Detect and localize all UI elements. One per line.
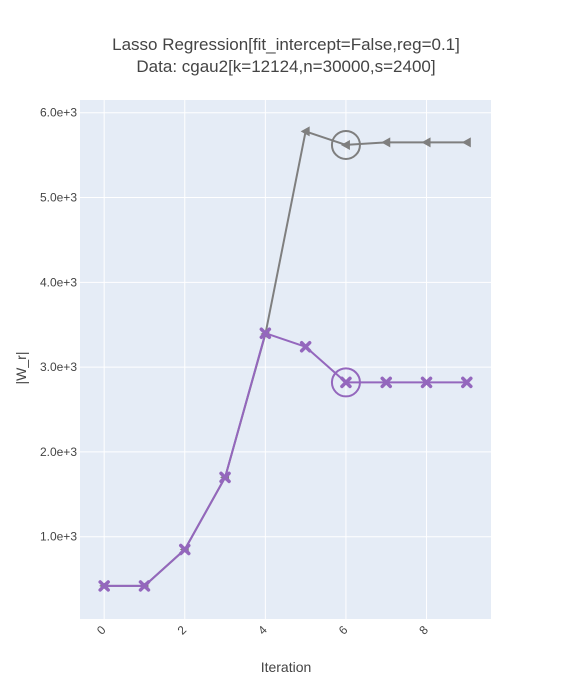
plot-area	[80, 100, 491, 619]
series-0-point-6	[340, 139, 350, 150]
y-tick-label-2: 3.0e+3	[40, 360, 77, 374]
series-1-highlight-circle	[330, 367, 361, 398]
x-tick-label-2: 4	[255, 623, 270, 638]
grid-layer	[80, 100, 491, 619]
y-tick-label-3: 4.0e+3	[40, 275, 77, 289]
x-tick-label-4: 8	[416, 623, 431, 638]
series-1-point-1	[138, 580, 151, 592]
series-layer	[98, 126, 473, 592]
series-1-point-3	[219, 471, 231, 484]
chart-subtitle: Data: cgau2[k=12124,n=30000,s=2400]	[136, 57, 435, 76]
series-0-point-5	[300, 126, 310, 137]
series-1-point-4	[259, 327, 272, 339]
series-0-point-9	[461, 137, 471, 148]
series-1-point-9	[461, 376, 473, 389]
y-tick-label-4: 5.0e+3	[40, 191, 77, 205]
series-0-point-7	[381, 137, 391, 148]
series-1-point-0	[98, 580, 110, 592]
series-1-point-7	[380, 376, 392, 389]
y-tick-label-5: 6.0e+3	[40, 106, 77, 120]
series-0-point-8	[421, 137, 431, 148]
series-1-point-8	[420, 376, 433, 389]
series-1-point-2	[179, 543, 191, 556]
x-tick-label-3: 6	[336, 623, 351, 638]
series-1-line	[104, 332, 467, 587]
x-tick-label-1: 2	[175, 623, 190, 638]
x-axis-title: Iteration	[261, 659, 312, 675]
y-axis-title: |W_r|	[13, 352, 29, 385]
y-tick-label-1: 2.0e+3	[40, 445, 77, 459]
y-tick-label-0: 1.0e+3	[40, 530, 77, 544]
chart-title: Lasso Regression[fit_intercept=False,reg…	[112, 35, 460, 54]
series-0-highlight-circle	[330, 129, 361, 160]
series-1	[98, 327, 473, 592]
x-tick-label-0: 0	[94, 623, 109, 638]
series-1-point-5	[299, 341, 312, 353]
series-1-point-6	[340, 376, 352, 389]
